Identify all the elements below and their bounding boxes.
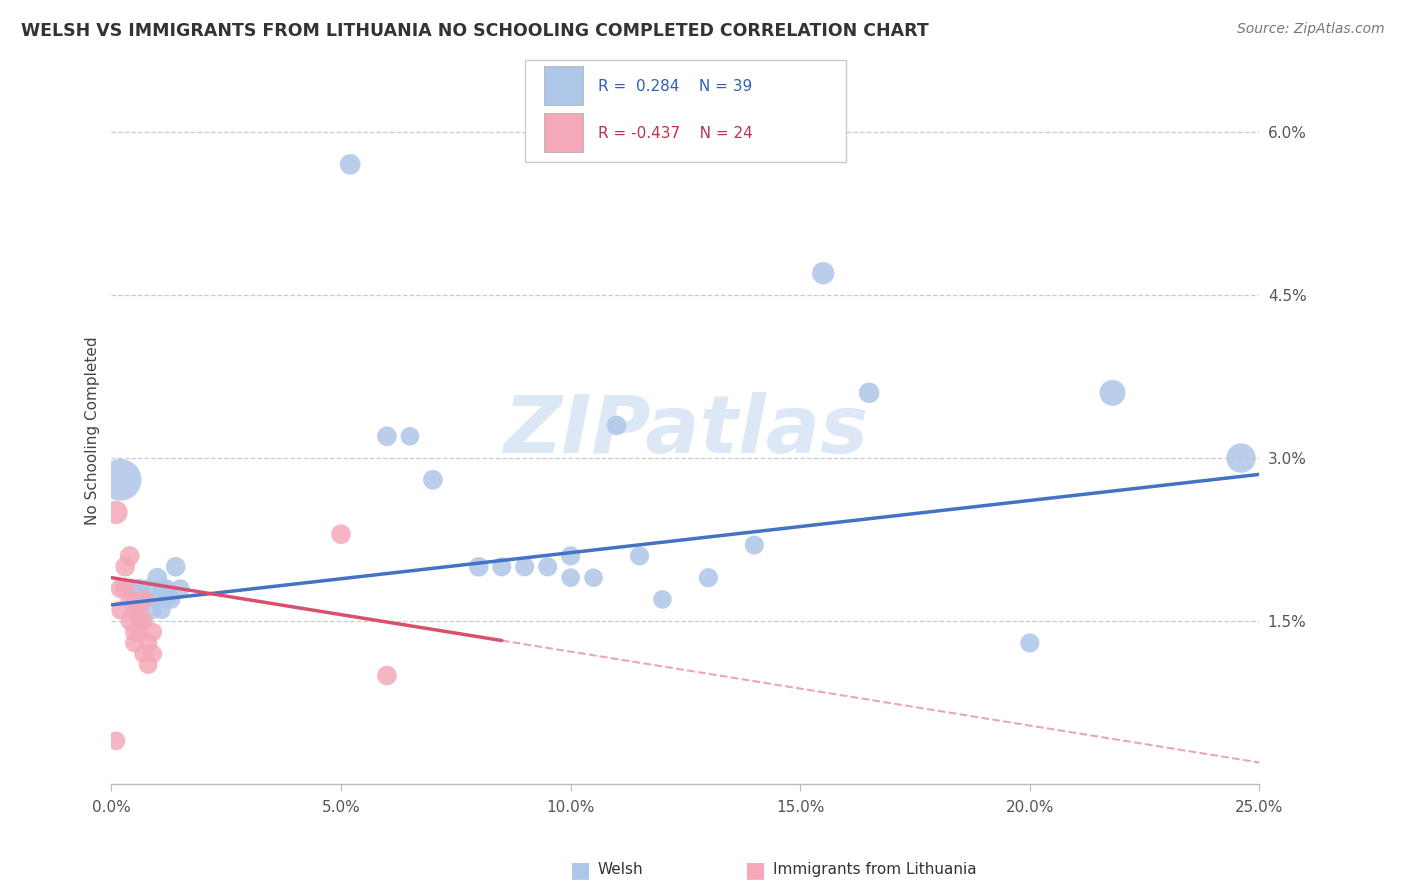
Point [628, 549, 651, 563]
Point [118, 549, 141, 563]
Point [124, 592, 146, 607]
Point [128, 625, 150, 640]
Text: ■: ■ [569, 860, 591, 880]
Point [118, 592, 141, 607]
Point [697, 571, 720, 585]
Point [124, 603, 146, 617]
Point [399, 429, 422, 443]
Point [124, 636, 146, 650]
Point [339, 157, 361, 171]
Text: Immigrants from Lithuania: Immigrants from Lithuania [773, 863, 977, 877]
Point [422, 473, 444, 487]
Point [105, 733, 128, 747]
Point [330, 527, 353, 541]
Point [136, 636, 159, 650]
Point [560, 549, 582, 563]
Text: Source: ZipAtlas.com: Source: ZipAtlas.com [1237, 22, 1385, 37]
Point [128, 614, 150, 628]
Point [150, 603, 173, 617]
Point [155, 582, 177, 596]
Point [128, 603, 150, 617]
Point [136, 657, 159, 672]
Point [128, 603, 150, 617]
Text: ZIPatlas: ZIPatlas [503, 392, 868, 470]
Point [513, 559, 536, 574]
Point [169, 582, 191, 596]
Point [128, 582, 150, 596]
Point [491, 559, 513, 574]
Point [124, 625, 146, 640]
Point [132, 614, 155, 628]
Point [537, 559, 560, 574]
Point [132, 614, 155, 628]
Point [142, 647, 165, 661]
Point [1101, 385, 1123, 400]
Point [651, 592, 673, 607]
Point [742, 538, 765, 552]
Text: Welsh: Welsh [598, 863, 643, 877]
Point [114, 582, 136, 596]
Point [114, 559, 136, 574]
Point [375, 429, 398, 443]
Point [160, 592, 183, 607]
Point [150, 582, 173, 596]
Point [132, 592, 155, 607]
Point [118, 582, 141, 596]
Text: WELSH VS IMMIGRANTS FROM LITHUANIA NO SCHOOLING COMPLETED CORRELATION CHART: WELSH VS IMMIGRANTS FROM LITHUANIA NO SC… [21, 22, 929, 40]
Point [1018, 636, 1040, 650]
Point [811, 266, 834, 280]
Point [110, 473, 132, 487]
Point [136, 582, 159, 596]
Point [155, 592, 177, 607]
Y-axis label: No Schooling Completed: No Schooling Completed [86, 336, 100, 525]
Point [110, 582, 132, 596]
Text: R =  0.284    N = 39: R = 0.284 N = 39 [598, 78, 752, 94]
Point [118, 614, 141, 628]
Point [146, 571, 169, 585]
Point [142, 625, 165, 640]
Point [1230, 451, 1253, 466]
Point [105, 505, 128, 519]
Point [582, 571, 605, 585]
Point [468, 559, 491, 574]
Point [146, 592, 169, 607]
Point [132, 592, 155, 607]
Point [560, 571, 582, 585]
Point [165, 559, 187, 574]
Point [858, 385, 880, 400]
Text: R = -0.437    N = 24: R = -0.437 N = 24 [598, 126, 752, 141]
Point [110, 603, 132, 617]
Point [606, 418, 628, 433]
Point [142, 603, 165, 617]
Point [375, 668, 398, 682]
Text: ■: ■ [745, 860, 766, 880]
Point [132, 647, 155, 661]
